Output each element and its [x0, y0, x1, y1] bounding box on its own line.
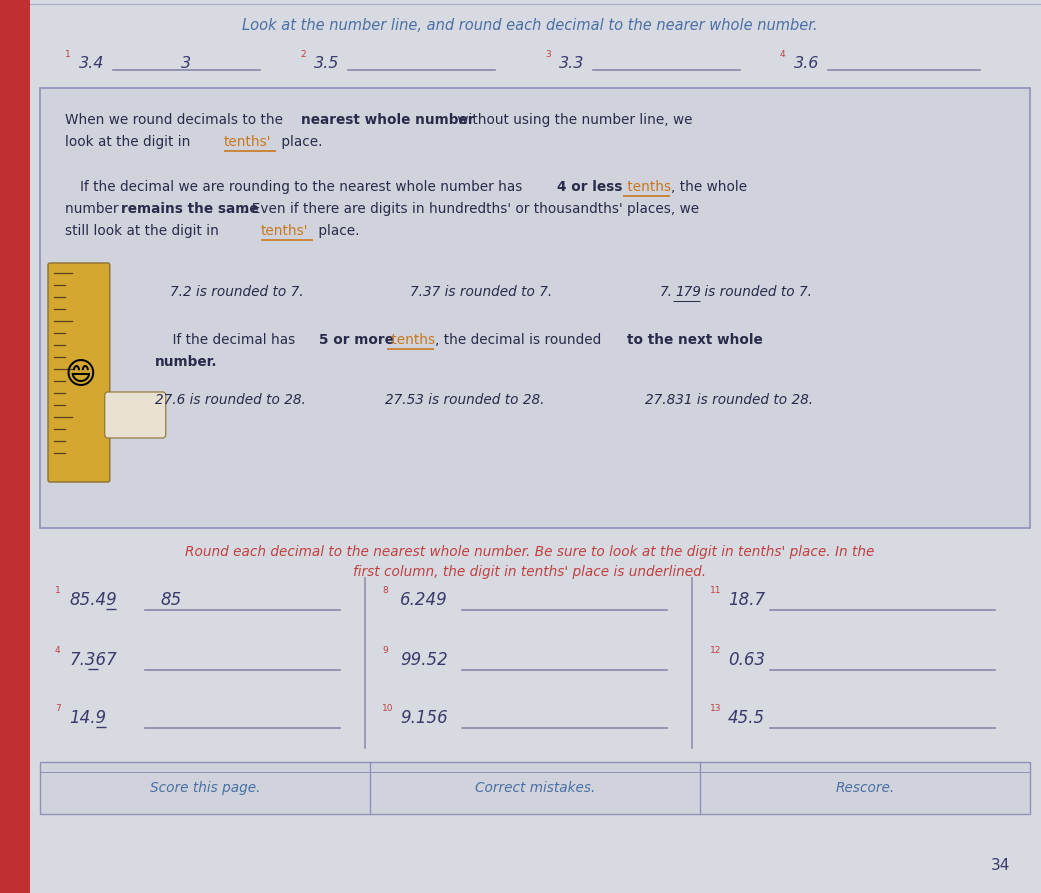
- Text: nearest whole number: nearest whole number: [301, 113, 475, 127]
- Text: 9: 9: [382, 646, 387, 655]
- Text: 13: 13: [710, 704, 721, 713]
- Text: to the next whole: to the next whole: [627, 333, 763, 347]
- FancyBboxPatch shape: [0, 0, 30, 893]
- Text: place.: place.: [277, 135, 323, 149]
- Text: 11: 11: [710, 586, 721, 595]
- Text: 4: 4: [780, 50, 786, 59]
- Text: 7.367: 7.367: [69, 651, 117, 669]
- Text: 18.7: 18.7: [728, 591, 765, 609]
- FancyBboxPatch shape: [30, 0, 1041, 893]
- Text: 😄: 😄: [65, 361, 96, 389]
- Text: 3.5: 3.5: [314, 56, 339, 71]
- Text: Rescore.: Rescore.: [835, 781, 894, 795]
- Text: 34: 34: [991, 857, 1010, 872]
- Text: If the decimal we are rounding to the nearest whole number has: If the decimal we are rounding to the ne…: [80, 180, 527, 194]
- Text: without using the number line, we: without using the number line, we: [453, 113, 692, 127]
- Text: tenths: tenths: [387, 333, 435, 347]
- Text: 12: 12: [710, 646, 721, 655]
- Text: 7: 7: [55, 704, 60, 713]
- Text: 7.2 is rounded to 7.: 7.2 is rounded to 7.: [170, 285, 304, 299]
- Text: 27.6 is rounded to 28.: 27.6 is rounded to 28.: [155, 393, 306, 407]
- Text: Score this page.: Score this page.: [150, 781, 260, 795]
- Text: 3: 3: [181, 56, 192, 71]
- Text: 14.9: 14.9: [69, 709, 106, 727]
- Text: 3: 3: [545, 50, 551, 59]
- Text: 2: 2: [300, 50, 306, 59]
- Text: place.: place.: [314, 224, 359, 238]
- Text: is rounded to 7.: is rounded to 7.: [700, 285, 812, 299]
- Text: tenths: tenths: [623, 180, 671, 194]
- Text: 7.: 7.: [660, 285, 672, 299]
- Text: 10: 10: [382, 704, 393, 713]
- Text: remains the same: remains the same: [121, 202, 258, 216]
- Text: 45.5: 45.5: [728, 709, 765, 727]
- Text: Correct mistakes.: Correct mistakes.: [475, 781, 595, 795]
- Text: still look at the digit in: still look at the digit in: [65, 224, 223, 238]
- Text: number: number: [65, 202, 123, 216]
- Text: 9.156: 9.156: [400, 709, 448, 727]
- Text: 3.4: 3.4: [79, 56, 104, 71]
- Text: 6.249: 6.249: [400, 591, 448, 609]
- Text: 5 or more: 5 or more: [319, 333, 393, 347]
- Text: look at the digit in: look at the digit in: [65, 135, 195, 149]
- Text: tenths': tenths': [261, 224, 308, 238]
- Text: 179: 179: [675, 285, 701, 299]
- Text: . Even if there are digits in hundredths' or thousandths' places, we: . Even if there are digits in hundredths…: [243, 202, 700, 216]
- Text: 99.52: 99.52: [400, 651, 448, 669]
- Text: Round each decimal to the nearest whole number. Be sure to look at the digit in : Round each decimal to the nearest whole …: [185, 545, 874, 559]
- Text: , the decimal is rounded: , the decimal is rounded: [435, 333, 606, 347]
- Text: 3.3: 3.3: [559, 56, 584, 71]
- Text: 85.49: 85.49: [69, 591, 117, 609]
- Text: tenths': tenths': [224, 135, 272, 149]
- Text: 27.831 is rounded to 28.: 27.831 is rounded to 28.: [645, 393, 813, 407]
- FancyBboxPatch shape: [40, 762, 1030, 814]
- Text: 7.37 is rounded to 7.: 7.37 is rounded to 7.: [410, 285, 552, 299]
- Text: 1: 1: [65, 50, 71, 59]
- Text: 85: 85: [160, 591, 181, 609]
- Text: When we round decimals to the: When we round decimals to the: [65, 113, 287, 127]
- Text: Look at the number line, and round each decimal to the nearer whole number.: Look at the number line, and round each …: [243, 19, 818, 34]
- Text: 8: 8: [382, 586, 387, 595]
- Text: 4 or less: 4 or less: [557, 180, 623, 194]
- Text: 0.63: 0.63: [728, 651, 765, 669]
- Text: 4: 4: [55, 646, 60, 655]
- FancyBboxPatch shape: [105, 392, 166, 438]
- Text: 27.53 is rounded to 28.: 27.53 is rounded to 28.: [385, 393, 544, 407]
- Text: 1: 1: [55, 586, 60, 595]
- Text: first column, the digit in tenths' place is underlined.: first column, the digit in tenths' place…: [354, 565, 707, 579]
- Text: , the whole: , the whole: [671, 180, 747, 194]
- FancyBboxPatch shape: [40, 88, 1030, 528]
- Text: 3.6: 3.6: [794, 56, 819, 71]
- Text: If the decimal has: If the decimal has: [155, 333, 300, 347]
- FancyBboxPatch shape: [48, 263, 109, 482]
- Text: number.: number.: [155, 355, 218, 369]
